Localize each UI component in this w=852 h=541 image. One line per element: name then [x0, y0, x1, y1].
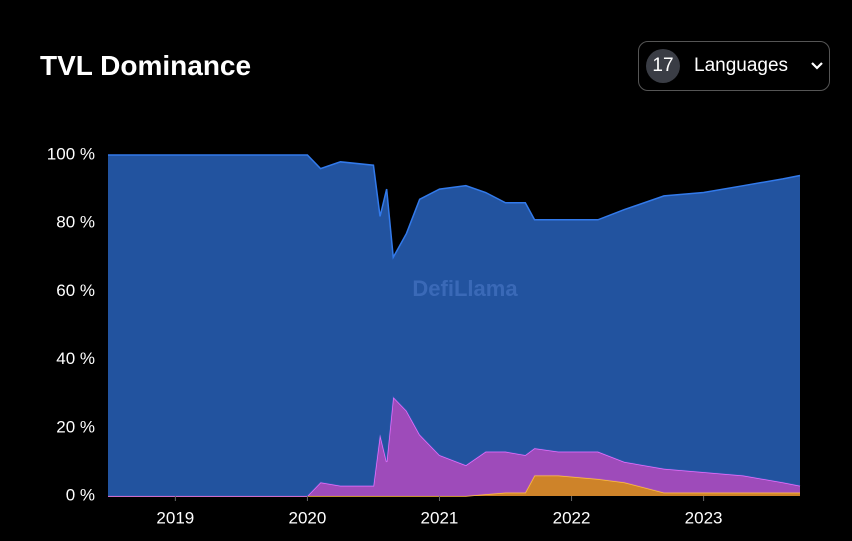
language-button[interactable]: 17 Languages	[638, 41, 830, 91]
chart-title: TVL Dominance	[40, 50, 252, 81]
area	[108, 475, 800, 496]
y-tick-label: 20 %	[56, 417, 95, 436]
chevron	[811, 62, 823, 70]
x-tick-label: 2023	[685, 508, 723, 527]
language-label: Languages	[694, 55, 789, 76]
language-count: 17	[646, 49, 680, 83]
y-tick-label: 0 %	[66, 485, 95, 504]
y-tick-label: 60 %	[56, 281, 95, 300]
area-line	[108, 154, 801, 260]
area	[108, 155, 800, 496]
x-tick-label: 2022	[553, 508, 591, 527]
x-tick-label: 2019	[156, 508, 194, 527]
x-tick-label: 2020	[288, 508, 326, 527]
y-tick-label: 40 %	[56, 349, 95, 368]
y-tick-label: 80 %	[56, 213, 95, 232]
y-tick-label: 100 %	[47, 144, 95, 163]
area	[108, 397, 800, 496]
x-tick-label: 2021	[421, 508, 459, 527]
watermark: DefiLlama	[412, 276, 518, 301]
